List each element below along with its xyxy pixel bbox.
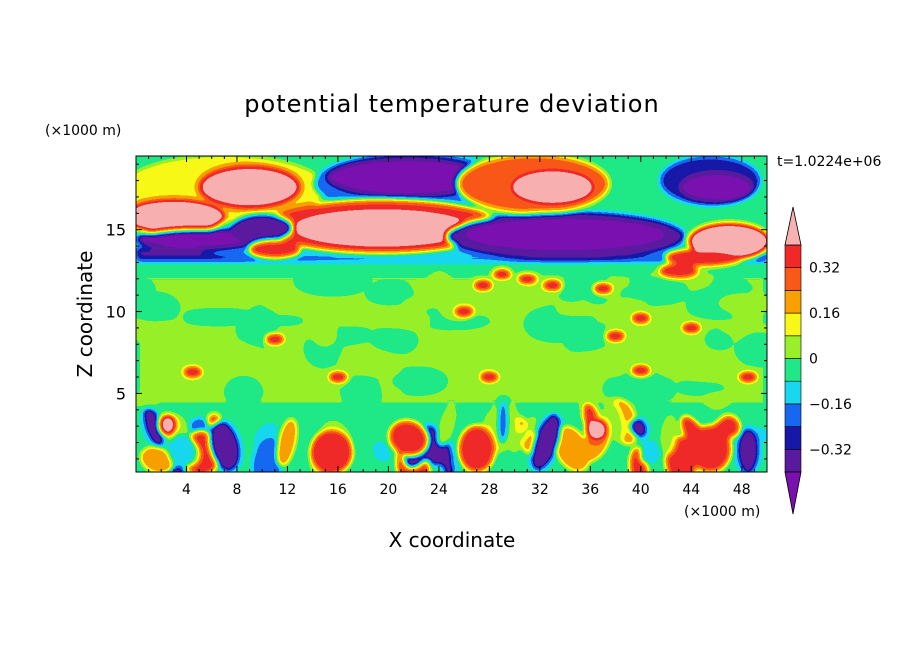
colorbar-swatch [784, 335, 802, 359]
x-tick-label: 16 [329, 482, 347, 498]
colorbar-swatch [784, 312, 802, 337]
chart-title: potential temperature deviation [244, 90, 659, 118]
colorbar-tick-label: −0.32 [809, 442, 852, 458]
colorbar-tick-label: 0 [809, 352, 818, 368]
y-axis: 5 10 15 [106, 163, 767, 460]
colorbar-tick-label: 0.32 [809, 261, 840, 277]
x-axis-label: X coordinate [389, 528, 516, 552]
x-tick-label: 24 [430, 482, 448, 498]
colorbar-swatch [784, 426, 802, 450]
colorbar-min-arrow [784, 471, 802, 515]
x-axis: 4 8 12 16 20 24 28 32 36 40 44 48 [148, 156, 755, 498]
x-tick-label: 4 [182, 482, 191, 498]
x-unit-label: (×1000 m) [684, 504, 760, 520]
x-tick-label: 12 [279, 482, 297, 498]
y-tick-label: 15 [106, 221, 126, 240]
y-tick-label: 5 [116, 384, 126, 403]
time-label: t=1.0224e+06 [777, 154, 881, 170]
colorbar-swatch [784, 358, 802, 382]
colorbar-tick-label: 0.16 [809, 306, 840, 322]
contour-field [136, 156, 767, 472]
colorbar-swatch [784, 448, 802, 473]
x-tick-label: 44 [682, 482, 700, 498]
colorbar-swatch [784, 380, 802, 405]
y-axis-label: Z coordinate [73, 251, 97, 378]
colorbar: 0.32 0.16 0 −0.16 −0.32 [784, 206, 852, 515]
x-tick-label: 48 [733, 482, 751, 498]
colorbar-max-arrow [784, 206, 802, 246]
x-tick-label: 8 [232, 482, 241, 498]
y-unit-label: (×1000 m) [45, 123, 121, 139]
colorbar-swatch [784, 244, 802, 269]
x-tick-label: 20 [379, 482, 397, 498]
colorbar-swatch [784, 403, 802, 427]
x-tick-label: 40 [632, 482, 650, 498]
x-tick-label: 28 [480, 482, 498, 498]
x-tick-label: 32 [531, 482, 549, 498]
colorbar-swatch [784, 290, 802, 314]
y-tick-label: 10 [106, 303, 126, 322]
colorbar-tick-label: −0.16 [809, 397, 852, 413]
x-tick-label: 36 [581, 482, 599, 498]
colorbar-swatch [784, 267, 802, 291]
